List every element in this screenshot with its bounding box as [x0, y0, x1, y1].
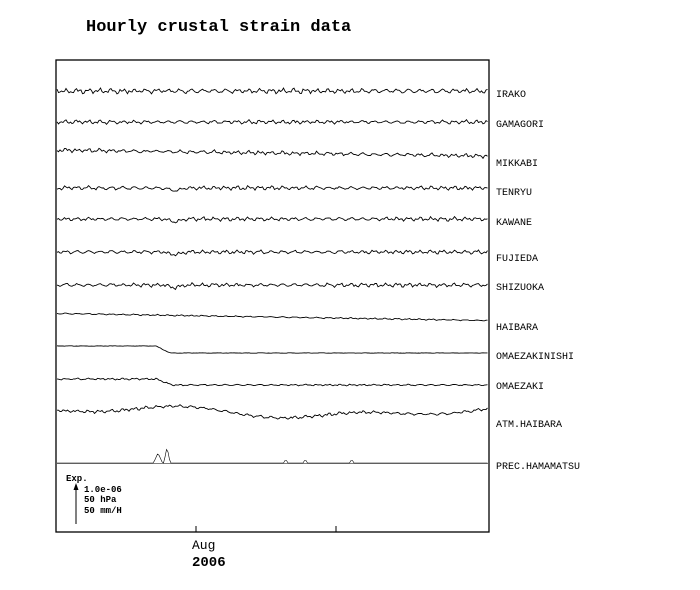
- trace-gamagori: [56, 118, 488, 125]
- station-label-gamagori: GAMAGORI: [496, 120, 544, 131]
- trace-haibara: [56, 312, 488, 322]
- station-label-kawane: KAWANE: [496, 218, 532, 229]
- trace-irako: [56, 87, 488, 95]
- scale-legend-line-3: 50 mm/H: [84, 506, 122, 516]
- chart-title: Hourly crustal strain data: [86, 18, 351, 37]
- station-label-atm-haibara: ATM.HAIBARA: [496, 420, 562, 431]
- scale-legend-line-2: 50 hPa: [84, 495, 117, 505]
- scale-legend: Exp. 1.0e-06 50 hPa 50 mm/H: [66, 474, 122, 524]
- station-label-irako: IRAKO: [496, 90, 526, 101]
- trace-fujieda: [56, 249, 488, 257]
- scale-legend-line-1: 1.0e-06: [84, 485, 122, 495]
- station-label-haibara: HAIBARA: [496, 323, 538, 334]
- station-label-mikkabi: MIKKABI: [496, 159, 538, 170]
- station-label-prec-hamamatsu: PREC.HAMAMATSU: [496, 462, 580, 473]
- station-label-omaezakinishi: OMAEZAKINISHI: [496, 352, 574, 363]
- trace-shizuoka: [56, 281, 488, 291]
- scale-legend-label: Exp.: [66, 474, 88, 484]
- trace-tenryu: [56, 184, 488, 192]
- trace-omaezakinishi: [56, 345, 488, 354]
- trace-kawane: [56, 215, 488, 224]
- plot-frame: [55, 59, 490, 533]
- trace-mikkabi: [56, 147, 488, 160]
- station-label-omaezaki: OMAEZAKI: [496, 382, 544, 393]
- station-label-fujieda: FUJIEDA: [496, 254, 538, 265]
- station-label-shizuoka: SHIZUOKA: [496, 283, 544, 294]
- trace-omaezaki: [56, 377, 488, 387]
- traces-group: [56, 87, 488, 464]
- trace-prec-hamamatsu: [57, 448, 488, 464]
- station-label-tenryu: TENRYU: [496, 188, 532, 199]
- x-tick-label-year: 2006: [192, 555, 226, 571]
- x-tick-label-month: Aug: [192, 538, 215, 553]
- scale-arrow-head-icon: [73, 483, 79, 490]
- station-labels-group: IRAKO GAMAGORI MIKKABI TENRYU KAWANE FUJIEDA S…: [496, 90, 580, 473]
- trace-atm-haibara: [57, 404, 488, 420]
